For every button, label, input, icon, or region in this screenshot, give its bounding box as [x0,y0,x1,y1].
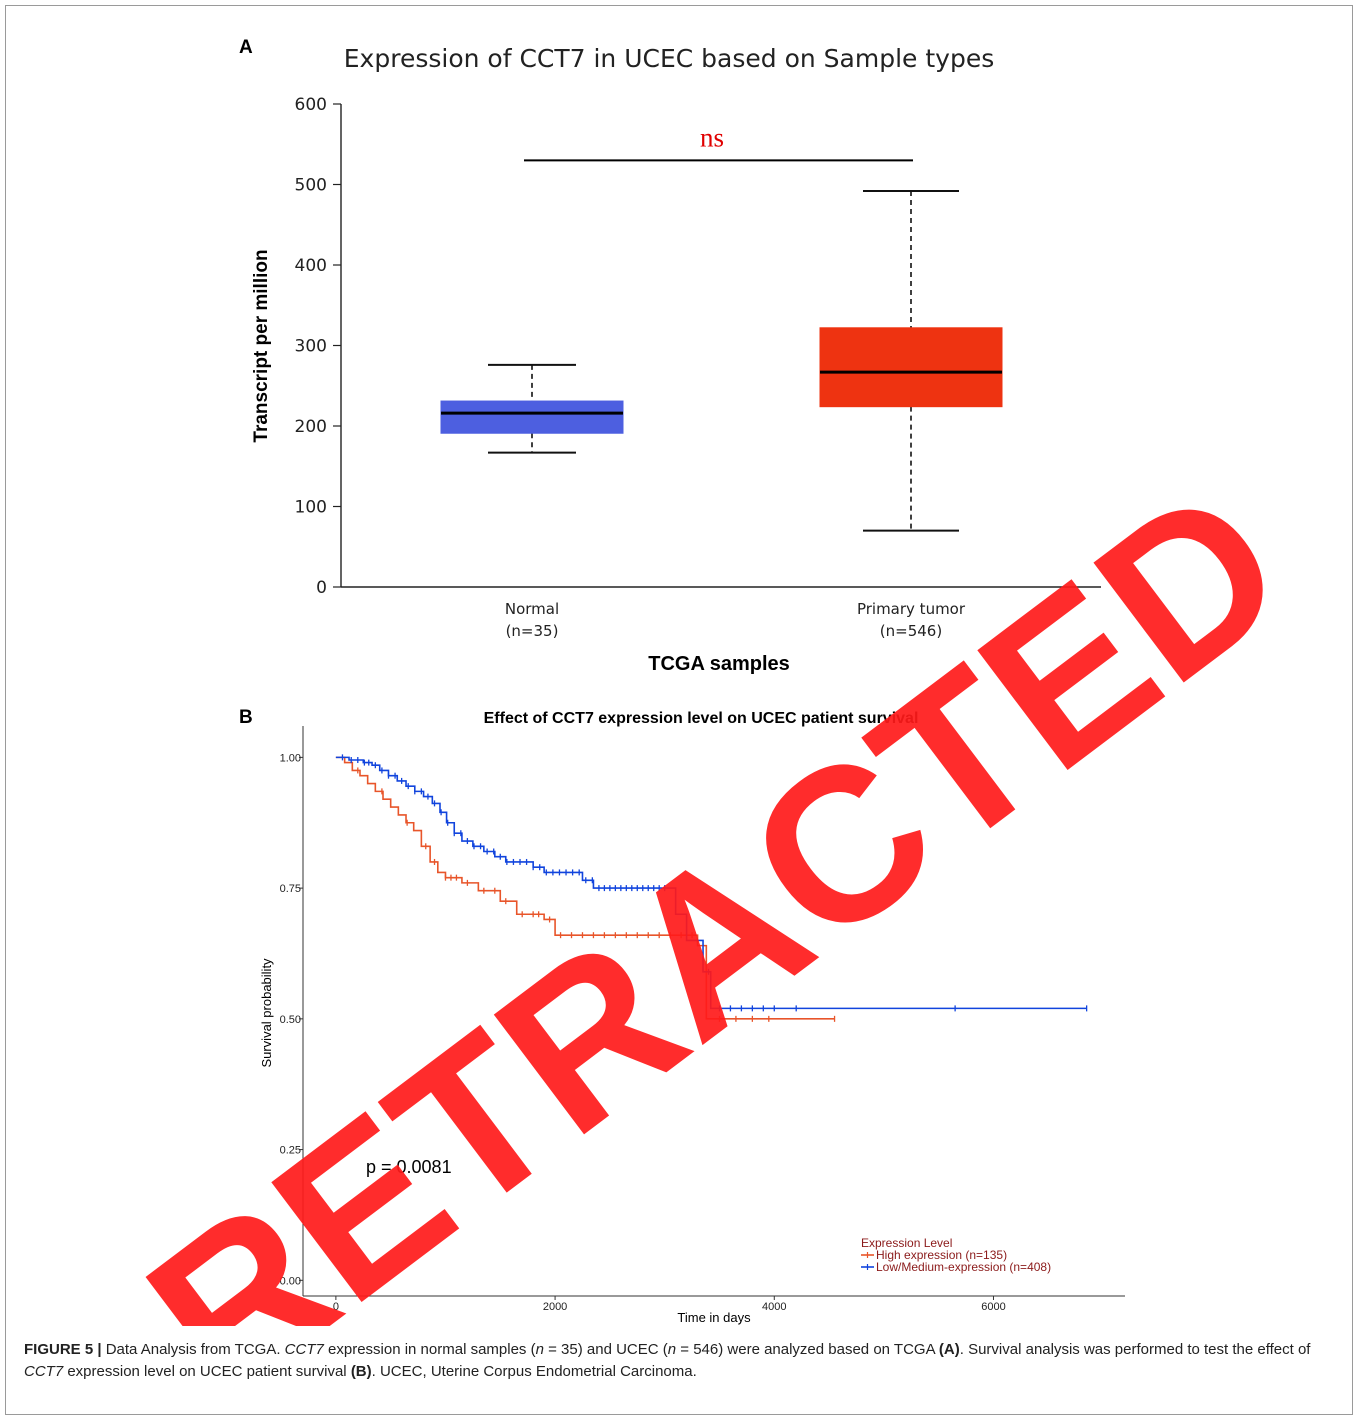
y-tick-label: 200 [295,417,327,437]
y-tick-label: 400 [295,256,327,276]
caption-gene: CCT7 [284,1341,324,1358]
caption-n: n [667,1341,677,1358]
figure-frame: A Expression of CCT7 in UCEC based on Sa… [5,5,1353,1415]
y-tick-label: 0.25 [280,1145,301,1157]
panel-a-boxplot: A Expression of CCT7 in UCEC based on Sa… [239,37,1101,675]
box-primary-tumor [819,327,1003,408]
x-tick-label: 6000 [981,1301,1005,1313]
y-tick-label: 100 [295,498,327,518]
x-tick-label: Normal [505,600,559,618]
x-tick-label: 4000 [762,1301,786,1313]
y-tick-label: 500 [295,176,327,196]
chart-b-xlabel: Time in days [677,1310,751,1325]
figure-svg: A Expression of CCT7 in UCEC based on Sa… [106,37,1326,1326]
y-tick-label: 0 [316,578,327,598]
caption-ref-b: (B) [350,1363,372,1380]
caption-text: expression level on UCEC patient surviva… [63,1363,351,1380]
panel-b-survival: B Effect of CCT7 expression level on UCE… [239,707,1125,1325]
box-normal [440,400,624,434]
y-tick-label: 300 [295,337,327,357]
caption-figure-label: FIGURE 5 | [24,1341,102,1358]
legend-entry: Low/Medium-expression (n=408) [876,1260,1051,1274]
legend-title: Expression Level [861,1236,952,1250]
caption-text: = 35) and UCEC ( [543,1341,668,1358]
x-tick-n-label: (n=546) [880,622,942,640]
survival-curve-low-medium [335,756,1087,1010]
caption-text: . UCEC, Uterine Corpus Endometrial Carci… [371,1363,697,1380]
chart-a-marks: Normal (n=35) Primary tumor (n=546) ns [440,122,1003,640]
legend-entry: High expression (n=135) [876,1248,1007,1262]
panel-b-label: B [239,707,253,728]
caption-text: Data Analysis from TCGA. [101,1341,285,1358]
x-tick-label: 0 [333,1301,339,1313]
y-tick-label: 0.00 [280,1275,301,1287]
x-tick-n-label: (n=35) [506,622,559,640]
chart-b-ylabel: Survival probability [259,958,274,1068]
caption-text: . Survival analysis was performed to tes… [959,1341,1311,1358]
caption-n: n [535,1341,544,1358]
caption-ref-a: (A) [938,1341,960,1358]
x-tick-label: Primary tumor [857,600,966,618]
y-tick-label: 1.00 [280,752,301,764]
figure-caption: FIGURE 5 | Data Analysis from TCGA. CCT7… [24,1339,1342,1383]
chart-b-pvalue: p = 0.0081 [366,1157,452,1177]
chart-a-axes: 0 100 200 300 400 500 600 [295,95,1101,598]
panel-a-label: A [239,37,253,58]
chart-a-ylabel: Transcript per million [251,249,272,442]
caption-text: = 546) were analyzed based on TCGA [676,1341,939,1358]
chart-b-title: Effect of CCT7 expression level on UCEC … [484,710,919,727]
chart-b-legend: Expression Level High expression (n=135)… [861,1236,1051,1274]
x-tick-label: 2000 [543,1301,567,1313]
chart-a-title: Expression of CCT7 in UCEC based on Samp… [344,44,994,73]
caption-gene: CCT7 [24,1363,64,1380]
chart-b-marks [335,754,1088,1022]
y-tick-label: 600 [295,95,327,115]
y-tick-label: 0.50 [280,1014,301,1026]
chart-a-xlabel: TCGA samples [648,653,790,675]
significance-label: ns [700,122,724,152]
caption-text: expression in normal samples ( [323,1341,536,1358]
chart-b-axes: 0.00 0.25 0.50 0.75 1.00 0 2000 4000 6000 [280,726,1125,1313]
y-tick-label: 0.75 [280,883,301,895]
